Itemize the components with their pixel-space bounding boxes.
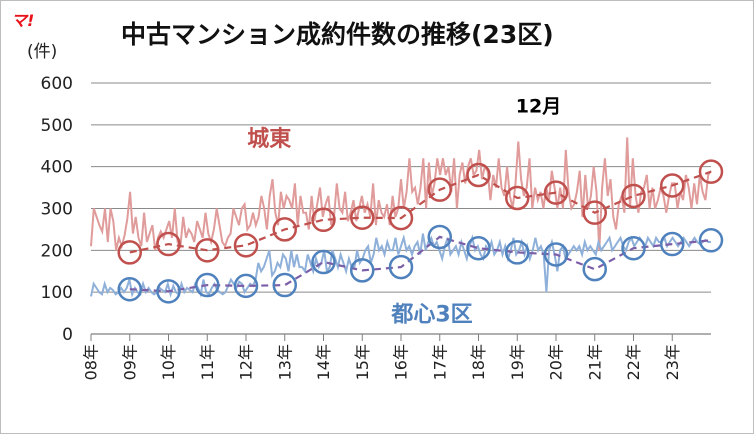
december-marker xyxy=(350,205,375,230)
x-tick-label: 22年 xyxy=(624,344,643,380)
series-trend-line-0 xyxy=(129,170,712,254)
december-marker xyxy=(660,231,685,257)
december-marker xyxy=(117,240,142,265)
y-tick-label: 200 xyxy=(41,241,73,261)
series-line-monthly-1 xyxy=(90,233,711,298)
december-marker xyxy=(272,272,297,298)
december-marker xyxy=(311,207,336,233)
december-marker xyxy=(466,162,491,188)
december-marker xyxy=(272,217,297,242)
x-tick-label: 13年 xyxy=(275,344,294,380)
logo-mark: マ! xyxy=(11,11,35,30)
december-marker xyxy=(582,200,607,225)
x-tick-label: 23年 xyxy=(663,344,682,380)
x-tick-label: 20年 xyxy=(547,344,566,380)
december-marker xyxy=(156,279,181,304)
december-marker xyxy=(582,256,607,282)
december-marker xyxy=(311,249,336,275)
y-axis-unit: (件) xyxy=(27,42,58,62)
y-tick-label: 100 xyxy=(41,283,73,303)
y-tick-label: 300 xyxy=(41,200,73,220)
december-marker xyxy=(698,159,724,184)
x-tick-label: 16年 xyxy=(392,344,411,380)
x-tick-label: 21年 xyxy=(585,344,604,380)
december-marker xyxy=(466,235,491,261)
y-tick-label: 500 xyxy=(41,116,73,136)
december-marker xyxy=(660,173,685,198)
december-marker xyxy=(427,224,452,250)
december-marker xyxy=(698,228,724,253)
x-tick-label: 19年 xyxy=(508,344,527,380)
december-marker xyxy=(117,276,142,302)
december-marker xyxy=(156,231,181,257)
x-tick-label: 14年 xyxy=(314,344,333,380)
december-marker xyxy=(388,254,414,280)
chart-title: 中古マンション成約件数の推移(23区) xyxy=(121,20,554,49)
december-marker xyxy=(543,180,569,205)
december-marker xyxy=(350,258,375,283)
december-marker xyxy=(233,233,259,258)
december-marker xyxy=(543,242,569,267)
series-label: 都心3区 xyxy=(390,302,472,327)
annotation-label: 12月 xyxy=(516,95,561,117)
series-trend-line-1 xyxy=(129,235,712,293)
y-tick-label: 400 xyxy=(41,158,73,178)
x-tick-label: 09年 xyxy=(120,344,139,380)
x-tick-label: 08年 xyxy=(82,344,101,380)
december-marker xyxy=(621,183,646,209)
december-marker xyxy=(505,185,530,211)
december-marker xyxy=(388,205,414,231)
december-marker xyxy=(233,273,259,299)
x-tick-label: 12年 xyxy=(237,344,256,380)
december-marker xyxy=(505,240,530,265)
y-tick-label: 0 xyxy=(62,325,73,345)
december-marker xyxy=(621,235,646,261)
x-tick-label: 10年 xyxy=(159,344,178,380)
december-marker xyxy=(195,272,220,298)
december-marker xyxy=(195,238,220,263)
series-line-monthly-0 xyxy=(90,137,712,251)
series-label: 城東 xyxy=(247,126,291,152)
december-marker xyxy=(427,177,452,202)
x-tick-label: 15年 xyxy=(353,344,372,380)
x-tick-label: 18年 xyxy=(469,344,488,380)
x-tick-label: 17年 xyxy=(430,344,449,380)
y-tick-label: 600 xyxy=(41,74,73,94)
x-tick-label: 11年 xyxy=(198,344,217,380)
